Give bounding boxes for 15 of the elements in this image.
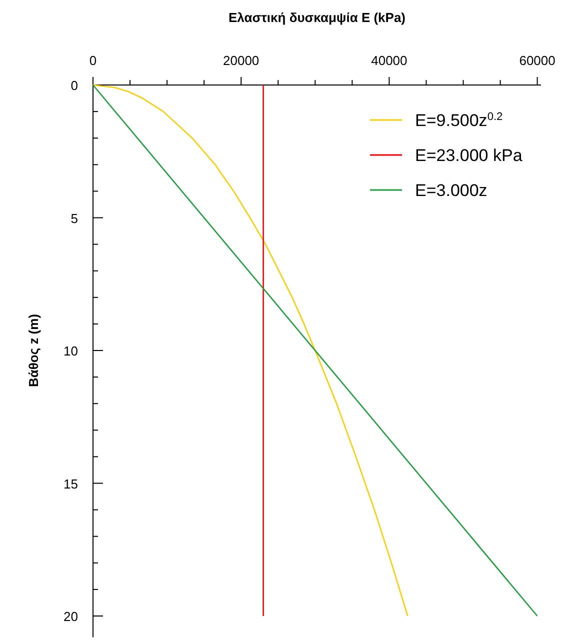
- y-tick-label: 20: [64, 609, 78, 624]
- y-tick-label: 5: [70, 210, 78, 226]
- legend-label: E=9.500z$^{0.2}$: [415, 111, 503, 130]
- y-tick-label: 0: [70, 78, 78, 93]
- y-tick-label: 10: [64, 344, 78, 358]
- x-tick-label: 40000: [371, 53, 408, 68]
- y-tick-label: 15: [64, 476, 78, 492]
- x-axis-title: Ελαστική δυσκαμψία E (kPa): [228, 10, 406, 25]
- legend-label: E=3.000z: [415, 181, 488, 200]
- x-tick-label: 0: [89, 53, 97, 68]
- x-tick-label: 60000: [519, 53, 556, 68]
- y-axis-title: Βάθος z (m): [26, 314, 41, 388]
- x-tick-label: 20000: [223, 53, 260, 68]
- line-series: [92, 84, 408, 617]
- legend-label: E=23.000 kPa: [415, 146, 523, 165]
